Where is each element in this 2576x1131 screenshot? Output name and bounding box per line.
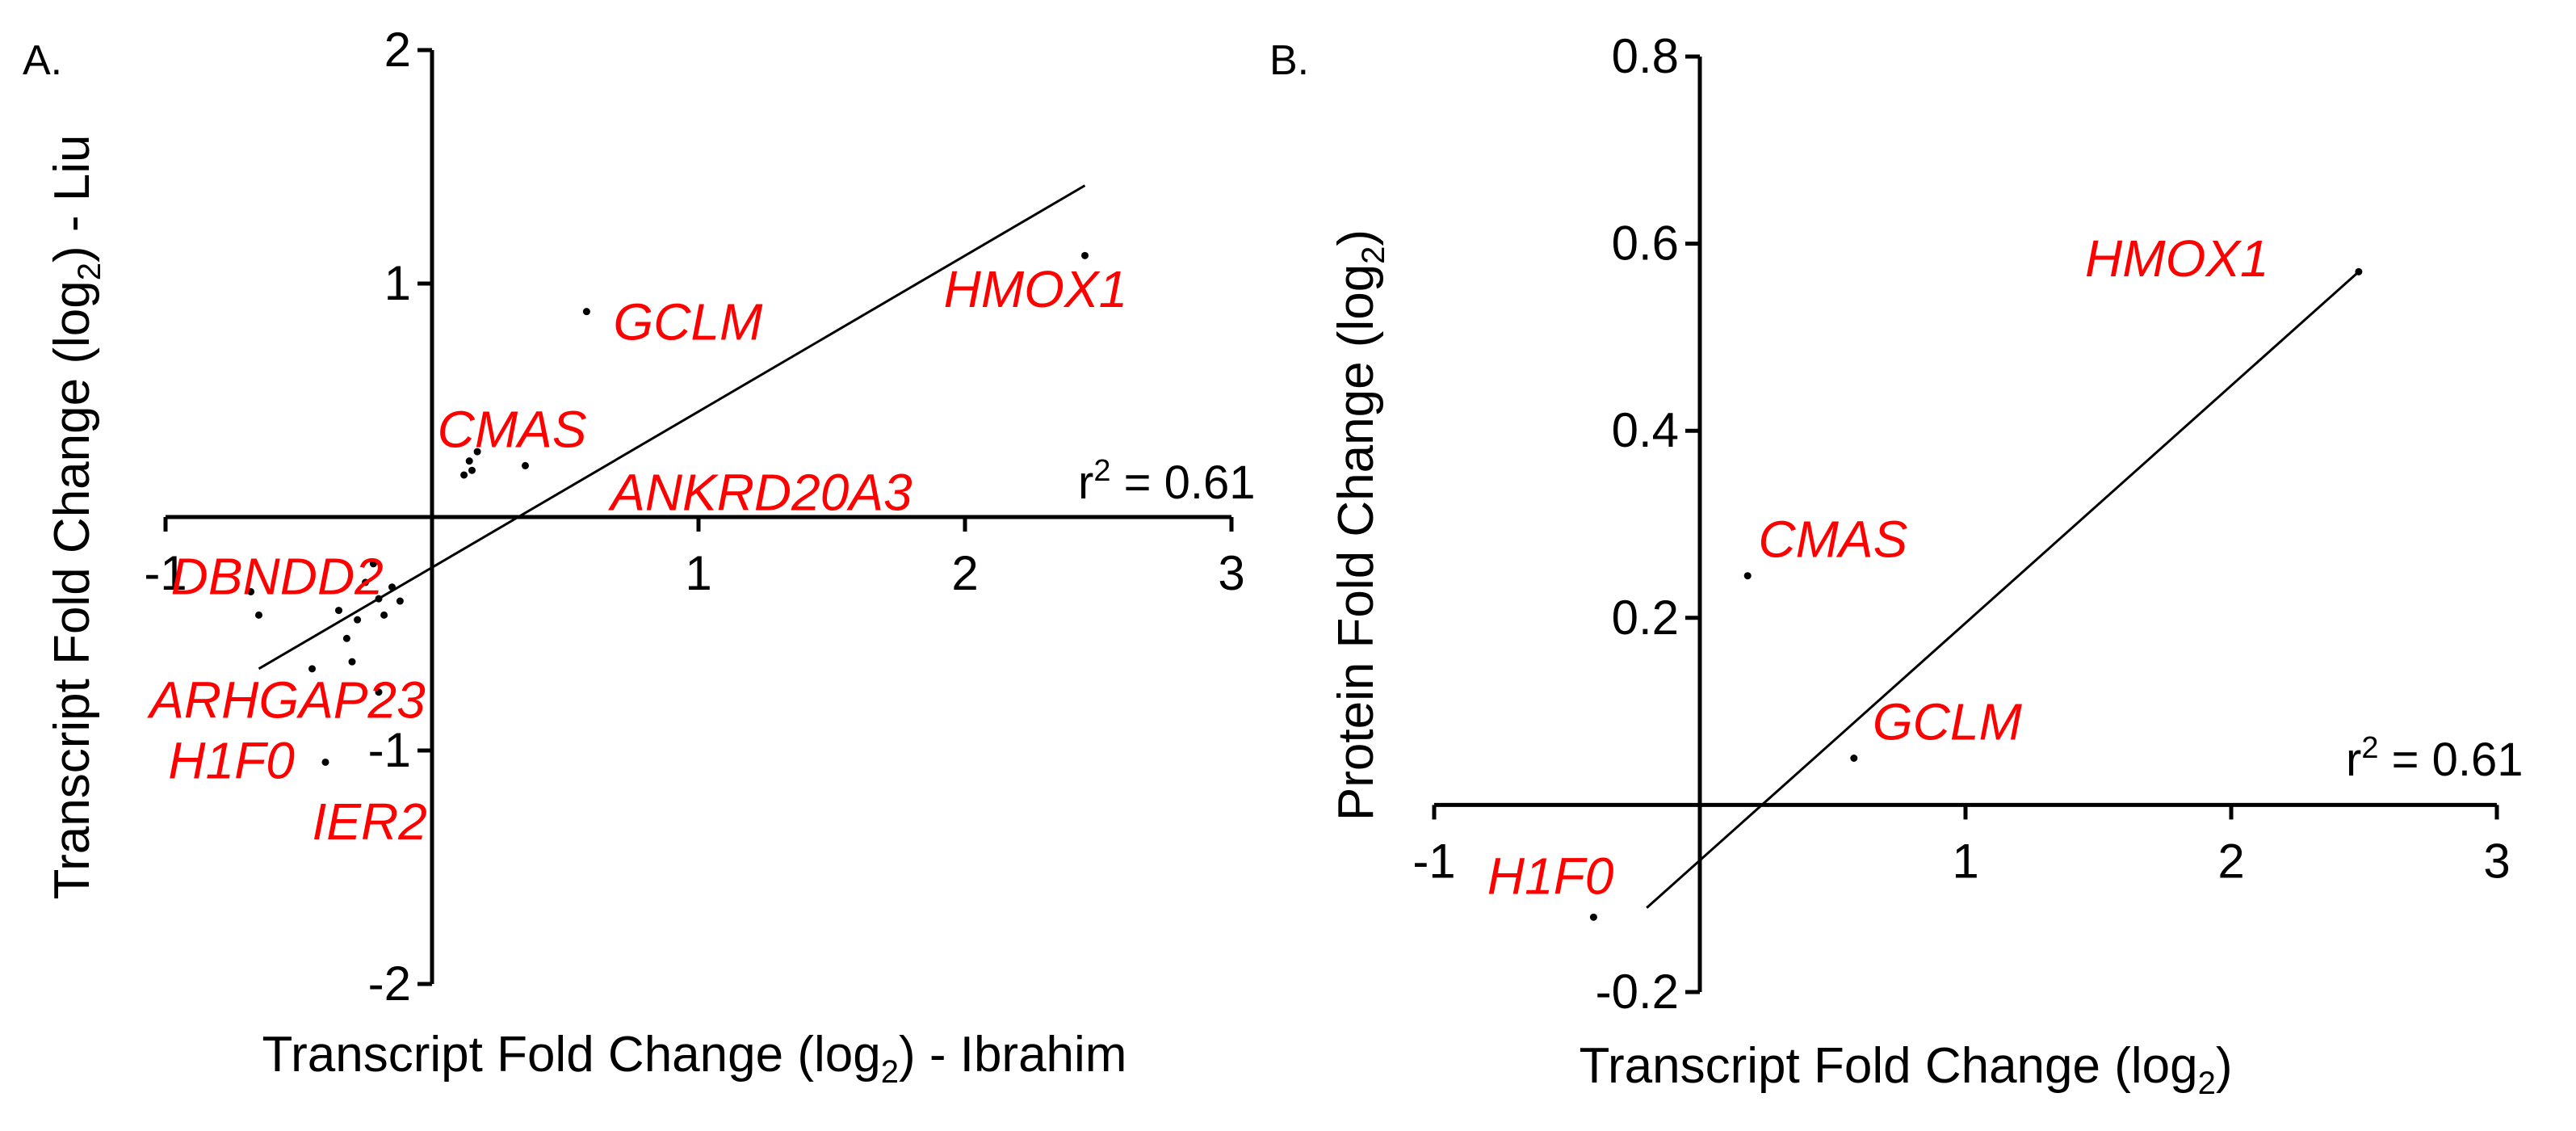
- gene-label-gclm: GCLM: [613, 292, 763, 351]
- y-tick-label: -2: [368, 957, 411, 1011]
- y-tick-label: 0.2: [1612, 591, 1679, 645]
- r-squared-label: r2 = 0.61: [1078, 454, 1255, 509]
- y-tick-label: 1: [384, 256, 411, 310]
- data-point: [380, 611, 388, 619]
- gene-label-h1f0: H1F0: [1487, 847, 1614, 905]
- data-point: [321, 758, 329, 766]
- data-point: [1081, 251, 1089, 259]
- x-tick-label: 2: [2217, 834, 2244, 888]
- panel-a-letter: A.: [23, 37, 62, 84]
- data-point: [396, 597, 404, 605]
- x-axis-title: Transcript Fold Change (log2): [1579, 1038, 2232, 1101]
- y-axis-title: Transcript Fold Change (log2) - Liu: [44, 135, 107, 900]
- gene-label-dbndd2: DBNDD2: [171, 547, 384, 605]
- y-tick-label: 2: [384, 23, 411, 77]
- gene-label-ier2: IER2: [313, 793, 427, 851]
- gene-label-h1f0: H1F0: [168, 732, 295, 790]
- y-tick-label: 0.6: [1612, 217, 1679, 271]
- gene-label-ankrd20a3: ANKRD20A3: [607, 463, 913, 521]
- data-point: [342, 634, 350, 642]
- panel-b-scatter-chart: B. -1 1 2 3 0.8 0.6 0.4 0.2 -0.2 Transcript Fold C…: [1269, 29, 2523, 1101]
- x-tick-label: 1: [1952, 834, 1978, 888]
- x-tick-label: -1: [1412, 834, 1455, 888]
- y-tick-label: 0.8: [1612, 29, 1679, 83]
- gene-label-arhgap23: ARHGAP23: [146, 671, 426, 729]
- x-tick-label: 3: [1218, 546, 1244, 600]
- y-tick-label: -1: [368, 723, 411, 777]
- data-point: [335, 607, 342, 615]
- data-point: [1589, 913, 1597, 921]
- data-point: [247, 587, 255, 595]
- data-point: [362, 578, 369, 587]
- data-point: [1743, 572, 1752, 580]
- gene-label-cmas: CMAS: [1758, 511, 1907, 569]
- data-point: [375, 595, 383, 603]
- panel-b-letter: B.: [1269, 37, 1309, 84]
- data-point: [460, 471, 468, 479]
- data-point: [388, 583, 396, 591]
- data-point: [369, 560, 377, 568]
- gene-label-gclm: GCLM: [1873, 692, 2023, 750]
- x-axis-title: Transcript Fold Change (log2) - Ibrahim: [262, 1027, 1127, 1090]
- y-axis-title: Protein Fold Change (log2): [1328, 229, 1391, 821]
- data-point: [1850, 755, 1858, 762]
- data-point: [354, 616, 362, 624]
- r-squared-label: r2 = 0.61: [2346, 731, 2523, 786]
- data-point: [468, 466, 476, 474]
- y-tick-label: 0.4: [1612, 403, 1679, 457]
- data-point: [255, 611, 262, 619]
- x-tick-label: -1: [144, 546, 187, 600]
- y-tick-label: -0.2: [1596, 965, 1679, 1019]
- data-point: [348, 658, 356, 666]
- data-point: [582, 308, 590, 316]
- gene-label-cmas: CMAS: [438, 400, 587, 458]
- regression-line: [258, 184, 1086, 671]
- x-tick-label: 1: [685, 546, 711, 600]
- data-point: [2355, 267, 2363, 275]
- x-tick-label: 3: [2483, 834, 2510, 888]
- data-point: [473, 448, 481, 456]
- regression-line: [1646, 271, 2360, 909]
- data-point: [465, 457, 473, 465]
- data-point: [375, 688, 383, 696]
- gene-label-hmox1: HMOX1: [2085, 229, 2269, 288]
- gene-label-hmox1: HMOX1: [944, 260, 1128, 318]
- data-point: [522, 461, 529, 469]
- data-point: [308, 665, 316, 673]
- panel-a-scatter-chart: A. -1 1 2 3 2 1 -1 -2 Transcript Fold Change (log…: [23, 23, 1255, 1090]
- x-tick-label: 2: [951, 546, 978, 600]
